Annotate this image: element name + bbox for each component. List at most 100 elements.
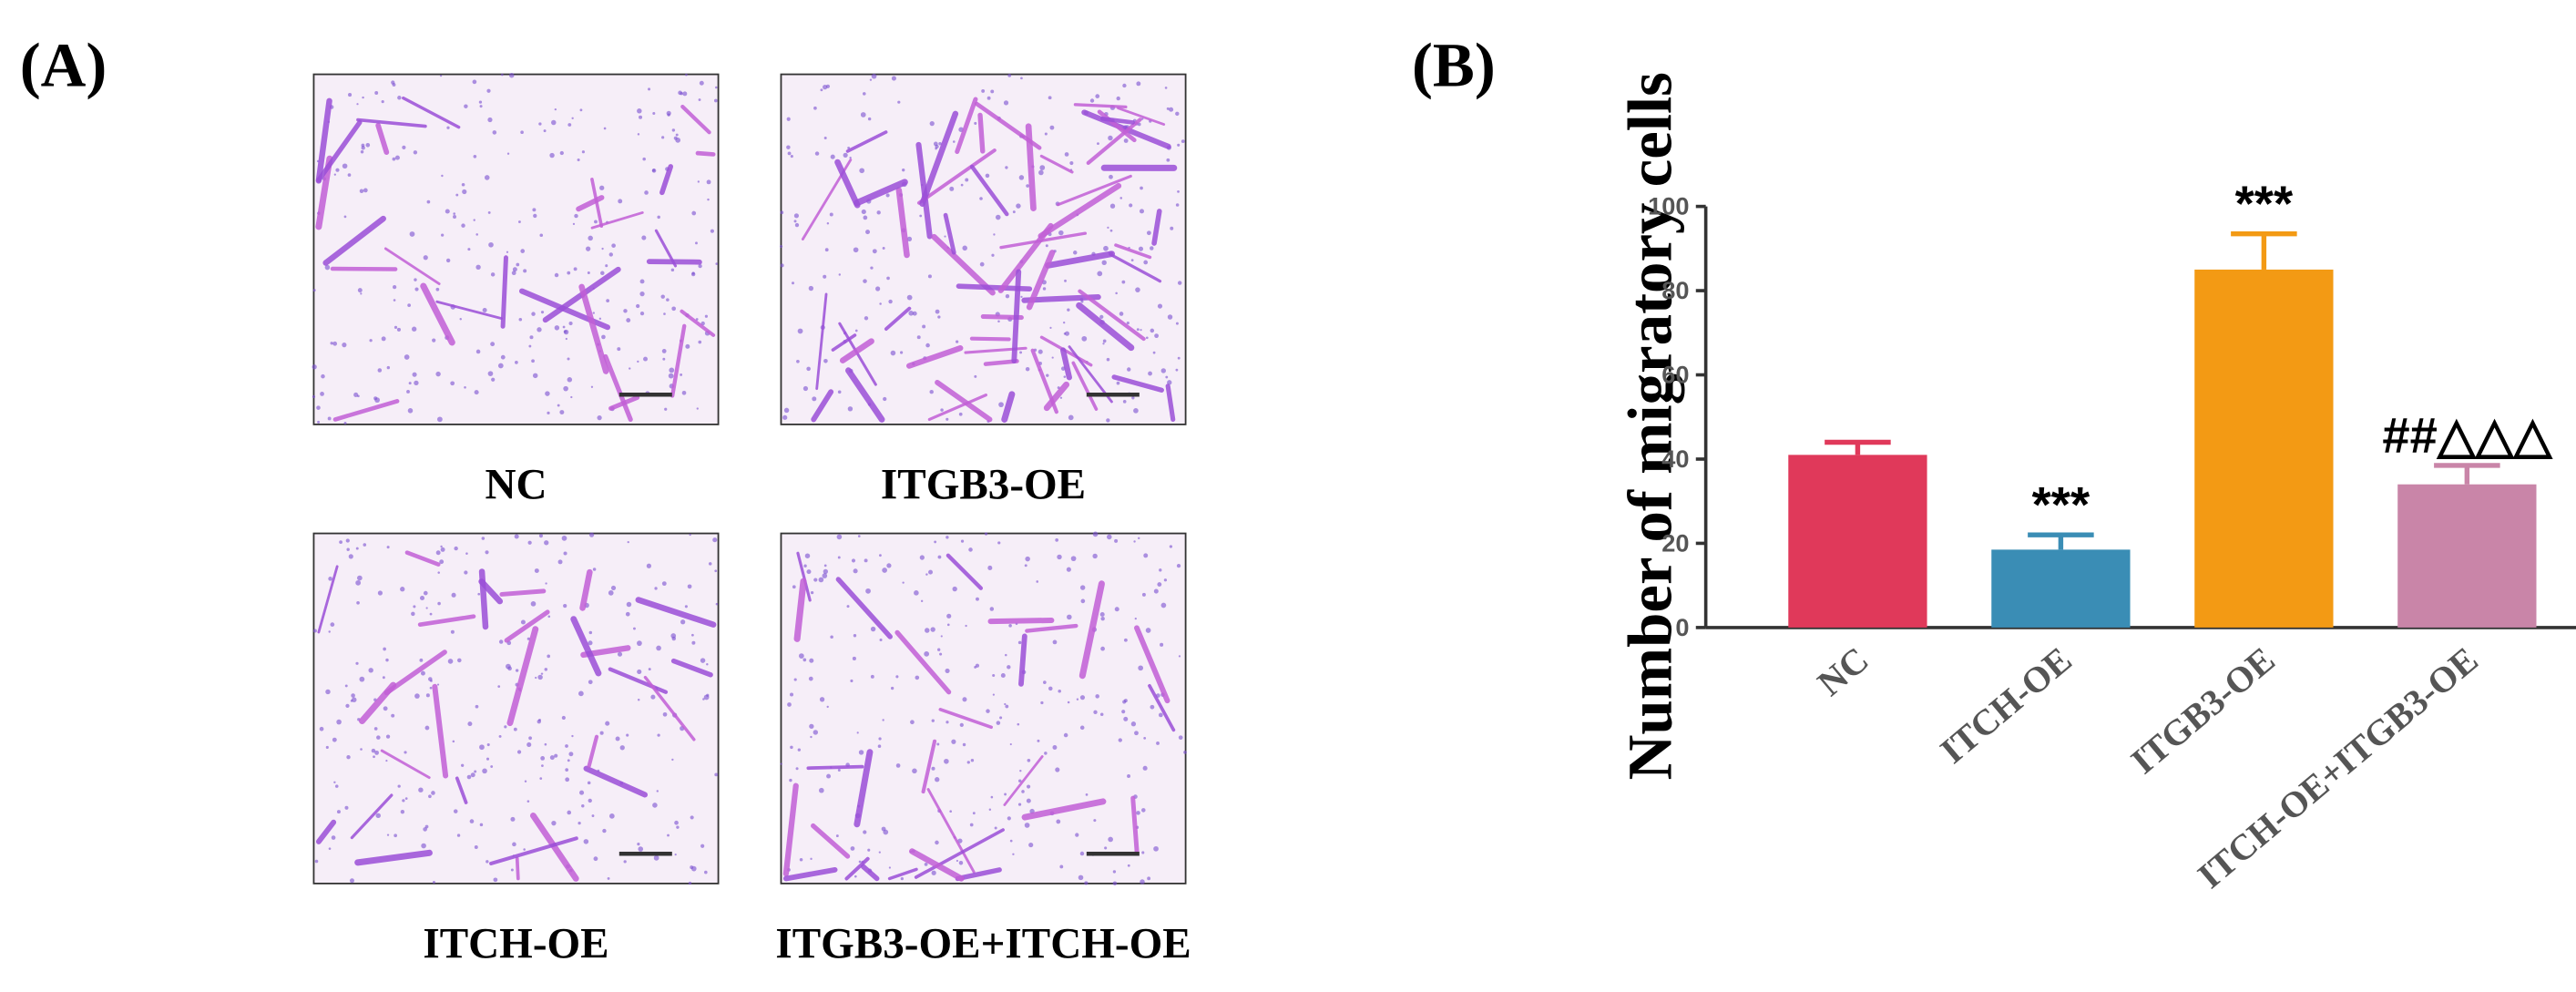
stain-dot: [413, 150, 418, 155]
stain-dot: [794, 222, 800, 228]
stain-dot: [882, 246, 885, 250]
stain-dot: [888, 299, 893, 304]
stain-dot: [325, 689, 331, 695]
y-tick-label: 0: [1675, 613, 1689, 641]
cell: [354, 849, 433, 866]
stain-dot: [715, 602, 719, 606]
stain-dot: [661, 581, 667, 587]
stain-dot: [629, 367, 631, 370]
stain-dot: [456, 833, 461, 837]
stain-dot: [475, 264, 481, 270]
stain-dot: [1138, 246, 1144, 251]
stain-dot: [810, 735, 813, 739]
stain-dot: [1038, 169, 1044, 176]
stain-dot: [361, 143, 365, 148]
stain-dot: [1160, 368, 1166, 373]
stain-dot: [617, 347, 621, 352]
stain-dot: [482, 308, 487, 313]
cell: [654, 229, 678, 268]
cell: [680, 104, 711, 135]
stain-dot: [413, 605, 416, 608]
cell: [383, 247, 441, 286]
stain-dot: [908, 311, 915, 316]
stain-dot: [327, 416, 332, 421]
bar-chart: 0 20 40 60 80 100 NC *** ITCH-OE *** ITGB3-OE ##△△△…: [1648, 176, 2576, 896]
stain-dot: [528, 736, 532, 741]
stain-dot: [684, 605, 688, 608]
stain-dot: [1058, 690, 1061, 693]
stain-dot: [435, 371, 441, 377]
cell: [943, 212, 956, 255]
stain-dot: [544, 668, 548, 671]
stain-dot: [952, 586, 957, 592]
stain-dot: [537, 674, 543, 680]
stain-dot: [979, 197, 983, 200]
stain-dot: [451, 592, 456, 598]
stain-dot: [599, 731, 604, 735]
stain-dot: [826, 222, 830, 225]
stain-dot: [1024, 823, 1030, 828]
stain-dot: [497, 685, 501, 688]
stain-dot: [330, 342, 333, 345]
stain-dot: [1093, 710, 1098, 715]
stain-dot: [1017, 803, 1022, 806]
stain-dot: [661, 136, 665, 139]
stain-dot: [486, 860, 489, 864]
stain-dot: [342, 343, 347, 348]
stain-dot: [1005, 704, 1009, 709]
stain-dot: [465, 552, 468, 555]
cell: [1114, 243, 1152, 260]
stain-dot: [666, 298, 670, 302]
cell: [782, 866, 838, 882]
stain-dot: [823, 568, 829, 575]
stain-dot: [482, 768, 487, 774]
stain-dot: [437, 601, 441, 606]
stain-dot: [411, 611, 415, 617]
stain-dot: [529, 335, 534, 340]
stain-dot: [371, 748, 376, 753]
stain-dot: [1137, 122, 1141, 127]
stain-dot: [1135, 287, 1140, 292]
stain-dot: [363, 543, 367, 547]
stain-dot: [863, 279, 867, 283]
stain-dot: [910, 720, 915, 725]
stain-dot: [822, 573, 828, 578]
stain-dot: [698, 340, 702, 344]
stain-dot: [1020, 77, 1023, 80]
stain-dot: [1005, 653, 1007, 657]
stain-dot: [1150, 246, 1154, 251]
stain-dot: [653, 854, 659, 861]
stain-dot: [644, 190, 649, 195]
stain-dot: [823, 274, 827, 279]
stain-dot: [864, 316, 869, 321]
stain-dot: [646, 563, 651, 568]
stain-dot: [1079, 851, 1085, 856]
stain-dot: [368, 668, 373, 673]
stain-dot: [615, 736, 620, 741]
cell: [383, 649, 447, 696]
stain-dot: [336, 810, 341, 814]
stain-dot: [920, 599, 924, 603]
stain-dot: [1009, 742, 1012, 746]
cell: [1097, 109, 1137, 143]
stain-dot: [691, 640, 696, 645]
stain-dot: [588, 680, 593, 685]
stain-dot: [526, 637, 530, 640]
stain-dot: [1106, 357, 1110, 362]
stain-dot: [554, 325, 560, 331]
stain-dot: [1036, 580, 1038, 583]
stain-dot: [1109, 229, 1113, 232]
cell: [643, 675, 696, 741]
stain-dot: [853, 247, 859, 253]
stain-dot: [538, 718, 541, 721]
stain-dot: [1156, 741, 1160, 745]
stain-dot: [1058, 230, 1064, 236]
stain-dot: [373, 727, 378, 731]
stain-dot: [461, 763, 465, 767]
stain-dot: [1178, 735, 1183, 741]
stain-dot: [695, 241, 698, 245]
stain-dot: [1059, 396, 1063, 399]
stain-dot: [946, 613, 952, 619]
stain-dot: [1177, 356, 1181, 360]
stain-dot: [432, 881, 435, 885]
